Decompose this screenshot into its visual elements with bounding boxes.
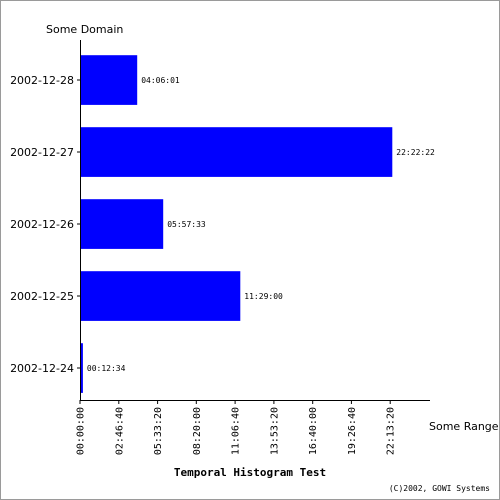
- x-tick-label: 11:06:40: [231, 407, 242, 455]
- bar-2002-12-25: [81, 271, 241, 321]
- category-label-2002-12-27: 2002-12-27: [10, 146, 74, 159]
- x-tick-label: 16:40:00: [308, 407, 319, 455]
- x-tick-label: 13:53:20: [269, 407, 280, 455]
- x-tick-label: 05:33:20: [153, 407, 164, 455]
- value-label-2002-12-27: 22:22:22: [396, 148, 435, 157]
- category-label-2002-12-25: 2002-12-25: [10, 290, 74, 303]
- category-label-2002-12-28: 2002-12-28: [10, 74, 74, 87]
- value-label-2002-12-26: 05:57:33: [167, 220, 206, 229]
- chart-title: Temporal Histogram Test: [174, 466, 326, 479]
- value-label-2002-12-24: 00:12:34: [87, 364, 126, 373]
- x-tick-label: 19:26:40: [347, 407, 358, 455]
- y-axis-label: Some Domain: [46, 23, 123, 36]
- value-label-2002-12-25: 11:29:00: [244, 292, 283, 301]
- x-tick-label: 08:20:00: [192, 407, 203, 455]
- bar-2002-12-27: [81, 127, 393, 177]
- bar-2002-12-24: [81, 343, 83, 393]
- value-label-2002-12-28: 04:06:01: [141, 76, 180, 85]
- category-label-2002-12-26: 2002-12-26: [10, 218, 74, 231]
- bar-2002-12-26: [81, 199, 164, 249]
- bar-2002-12-28: [81, 55, 138, 105]
- x-tick-label: 00:00:00: [76, 407, 87, 455]
- category-label-2002-12-24: 2002-12-24: [10, 362, 74, 375]
- x-axis-label: Some Range: [429, 420, 499, 433]
- copyright-note: (C)2002, GOWI Systems: [389, 484, 490, 493]
- x-tick-label: 02:46:40: [114, 407, 125, 455]
- x-tick-label: 22:13:20: [386, 407, 397, 455]
